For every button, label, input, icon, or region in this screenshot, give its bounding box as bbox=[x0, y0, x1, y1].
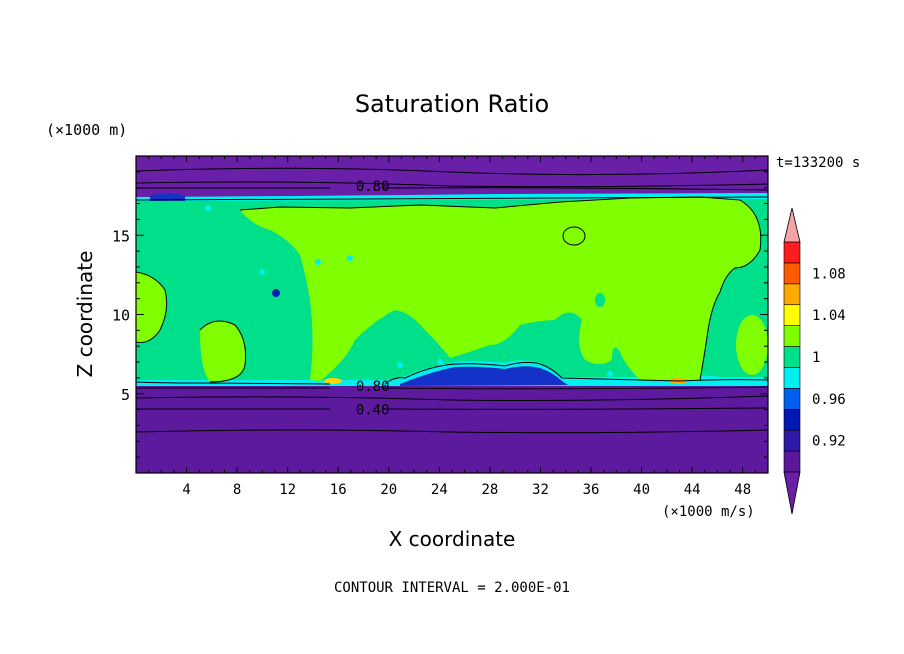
colorbar-swatch bbox=[783, 429, 801, 452]
contour-line-bubble bbox=[562, 226, 586, 246]
y-tick-label: 5 bbox=[121, 386, 130, 404]
contour-line-cloud-base bbox=[136, 361, 768, 385]
region-speck-3 bbox=[315, 259, 321, 265]
region-speck-2 bbox=[259, 269, 265, 275]
region-speck-1 bbox=[272, 289, 280, 297]
colorbar-label: 1 bbox=[812, 350, 820, 366]
contour-field bbox=[136, 156, 768, 473]
colorbar-swatch bbox=[783, 450, 801, 473]
colorbar-label: 0.92 bbox=[812, 434, 846, 450]
y-units-label: (×1000 m) bbox=[46, 121, 127, 139]
colorbar-swatch bbox=[783, 304, 801, 326]
x-tick-label: 32 bbox=[532, 482, 549, 498]
contour-line-top-2 bbox=[136, 181, 768, 188]
contour-line-left-patch bbox=[136, 271, 168, 343]
colorbar-swatch bbox=[783, 241, 801, 264]
region-supersat-left bbox=[136, 272, 167, 343]
y-tick-label: 10 bbox=[112, 307, 130, 325]
colorbar-label: 1.04 bbox=[812, 308, 846, 324]
x-tick-label: 12 bbox=[279, 482, 296, 498]
x-tick-label: 20 bbox=[380, 482, 397, 498]
region-supersat-center-left bbox=[200, 321, 246, 382]
region-supersat-right-edge bbox=[736, 315, 768, 375]
contour-label: 0.80 bbox=[356, 179, 390, 195]
region-speck-5 bbox=[397, 362, 403, 368]
colorbar: 0.92 0.96 1 1.04 1.08 bbox=[783, 207, 846, 515]
region-speck-7 bbox=[607, 371, 613, 377]
y-axis-label: Z coordinate bbox=[73, 251, 97, 378]
contour-label: 0.40 bbox=[356, 403, 390, 419]
region-speck-4 bbox=[347, 255, 353, 261]
chart-title: Saturation Ratio bbox=[355, 90, 549, 118]
x-tick-label: 24 bbox=[431, 482, 448, 498]
time-label: t=133200 s bbox=[776, 155, 860, 171]
x-tick-label: 40 bbox=[633, 482, 650, 498]
contour-interval-label: CONTOUR INTERVAL = 2.000E-01 bbox=[334, 580, 570, 596]
contour-labels: 0.80 0.80 0.40 bbox=[356, 179, 390, 418]
x-tick-label: 44 bbox=[684, 482, 701, 498]
region-supersat-main bbox=[240, 197, 761, 381]
contour-line-top-1 bbox=[136, 167, 768, 176]
region-spot-yellow-1 bbox=[324, 378, 342, 384]
colorbar-below-arrow bbox=[783, 471, 801, 515]
colorbar-swatch bbox=[783, 346, 801, 368]
contour-label: 0.80 bbox=[356, 379, 390, 395]
contour-line-bottom bbox=[136, 429, 768, 434]
colorbar-above-arrow bbox=[783, 207, 801, 243]
colorbar-swatch bbox=[783, 325, 801, 347]
contour-line-center-left-patch bbox=[199, 320, 246, 383]
region-bottom-blue bbox=[400, 366, 568, 386]
colorbar-swatch bbox=[783, 262, 801, 285]
contour-line-main-patch bbox=[239, 196, 762, 381]
colorbar-swatch bbox=[783, 408, 801, 431]
colorbar-swatch bbox=[783, 367, 801, 389]
x-tick-label: 8 bbox=[233, 482, 241, 498]
contour-line-mid bbox=[136, 395, 768, 401]
x-axis: 4 8 12 16 20 24 28 32 36 40 44 48 bbox=[148, 156, 756, 498]
region-supersat-notch bbox=[280, 250, 297, 289]
colorbar-swatch bbox=[783, 283, 801, 306]
x-tick-label: 28 bbox=[481, 482, 498, 498]
colorbar-label: 0.96 bbox=[812, 392, 846, 408]
colorbar-swatch bbox=[783, 388, 801, 410]
colorbar-label: 1.08 bbox=[812, 266, 846, 282]
x-axis-label: X coordinate bbox=[389, 527, 516, 551]
x-tick-label: 36 bbox=[583, 482, 600, 498]
x-tick-label: 16 bbox=[330, 482, 347, 498]
region-supersat-bubble bbox=[563, 227, 585, 245]
y-tick-label: 15 bbox=[112, 227, 130, 245]
x-tick-label: 4 bbox=[182, 482, 190, 498]
y-axis: 5 10 15 bbox=[112, 171, 768, 458]
contour-line-040 bbox=[136, 407, 768, 410]
region-upper-dry bbox=[136, 156, 768, 198]
region-top-blue bbox=[150, 193, 185, 203]
region-speck-6 bbox=[437, 359, 443, 365]
region-speck-8 bbox=[205, 205, 211, 211]
contour-line-080-upper bbox=[136, 187, 768, 191]
x-units-label: (×1000 m/s) bbox=[662, 504, 755, 520]
region-supersat-right-small bbox=[595, 293, 605, 307]
x-tick-label: 48 bbox=[734, 482, 751, 498]
contour-line-080-lower bbox=[136, 386, 768, 390]
contour-lines bbox=[136, 167, 768, 434]
